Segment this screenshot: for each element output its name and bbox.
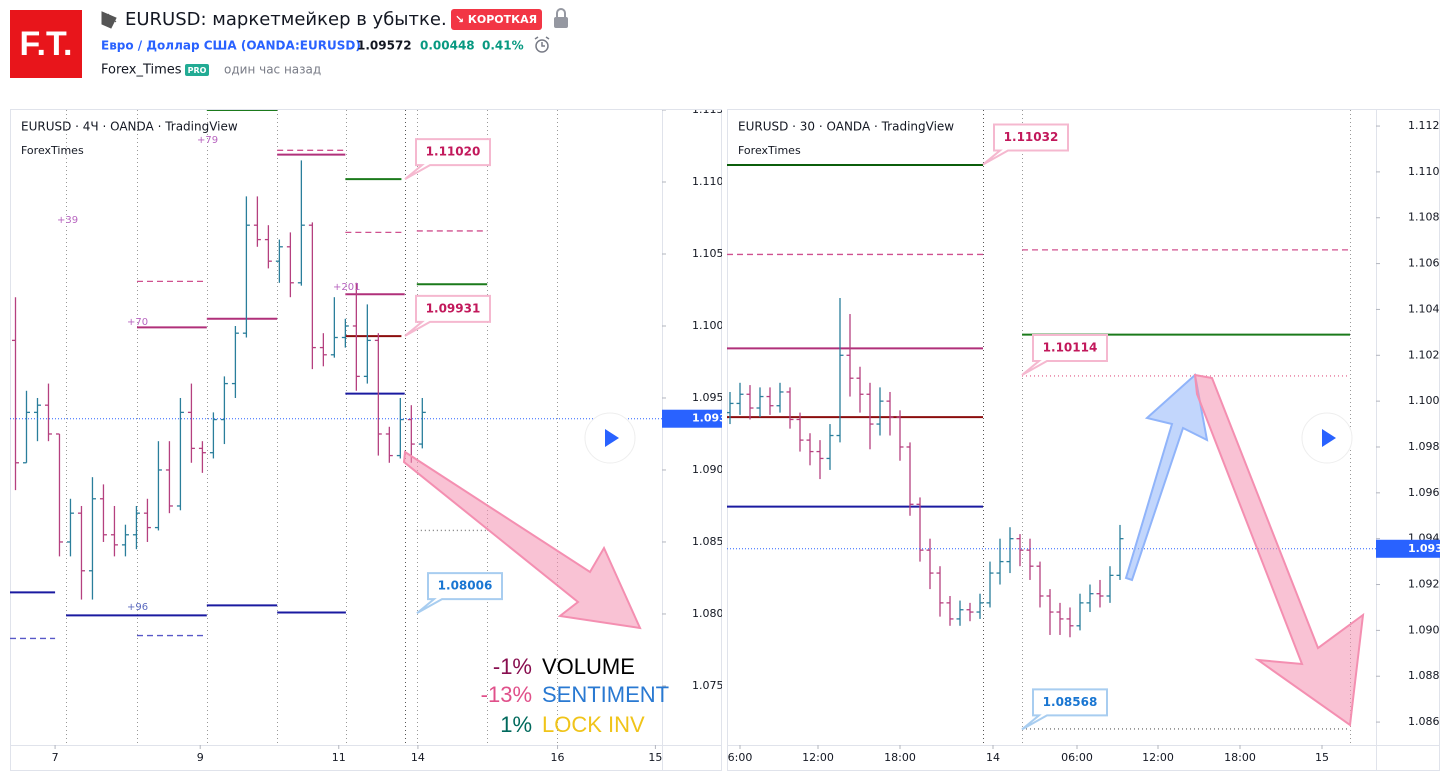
y-tick-label: 1.09600 — [1408, 486, 1444, 499]
author[interactable]: Forex_Times — [101, 63, 182, 78]
time-ago: один час назад — [224, 63, 321, 77]
stat-change: -1% — [493, 654, 532, 679]
stats: -1% VOLUME -13% SENTIMENT 1% LOCK INV — [481, 654, 669, 737]
callout — [982, 123, 1069, 166]
last-price-box — [662, 409, 722, 428]
x-tick-label: 12:00 — [1142, 751, 1174, 764]
last-price-label: 1.09356 — [692, 412, 742, 425]
y-tick-label: 1.10200 — [1408, 348, 1444, 361]
x-tick-label: 6:00 — [728, 751, 753, 764]
stat-name: LOCK INV — [542, 712, 645, 737]
chart-title: EURUSD · 30 · OANDA · TradingView — [738, 120, 954, 134]
bar-note: +39 — [57, 215, 78, 226]
stat-name: SENTIMENT — [542, 682, 669, 707]
y-tick-label: 1.10500 — [692, 247, 738, 260]
logo-text: F.T. — [20, 25, 73, 63]
callout-label: 1.11020 — [426, 145, 481, 159]
short-badge-text: ↘ КОРОТКАЯ — [455, 13, 537, 26]
x-tick-label: 18:00 — [884, 751, 916, 764]
bar-note: +70 — [127, 317, 148, 328]
pro-badge — [185, 64, 209, 76]
play-button[interactable] — [584, 412, 636, 464]
x-tick-label: 14 — [986, 751, 1000, 764]
change: 0.00448 — [420, 39, 475, 53]
y-tick-label: 1.11200 — [1408, 119, 1444, 132]
x-tick-label: 15 — [1315, 751, 1329, 764]
change-pct: 0.41% — [482, 39, 524, 53]
symbol-link[interactable]: Евро / Доллар США (OANDA:EURUSD) — [101, 39, 361, 53]
stat-name: VOLUME — [542, 654, 635, 679]
x-tick-label: 18:00 — [1224, 751, 1256, 764]
callout — [416, 572, 503, 614]
bar-note: +79 — [197, 135, 218, 146]
down-arrow — [402, 450, 642, 630]
y-tick-label: 1.08500 — [692, 535, 738, 548]
callout — [404, 294, 491, 337]
x-tick-label: 12:00 — [802, 751, 834, 764]
chart-subtitle: ForexTimes — [21, 144, 84, 157]
lock-icon — [554, 8, 568, 28]
x-tick-label: 7 — [52, 751, 59, 764]
bar-note: +201 — [333, 282, 360, 293]
y-tick-label: 1.08800 — [1408, 669, 1444, 682]
up-arrow — [1124, 373, 1209, 582]
y-tick-label: 1.09000 — [692, 463, 738, 476]
y-tick-label: 1.09800 — [1408, 440, 1444, 453]
pro-badge-text: PRO — [188, 66, 207, 75]
stat-change: 1% — [500, 712, 532, 737]
y-tick-label: 1.09200 — [1408, 578, 1444, 591]
y-tick-label: 1.08000 — [692, 607, 738, 620]
header: F.T. EURUSD: маркетмейкер в убытке. ↘ КО… — [10, 8, 568, 78]
x-tick-label: 15 — [648, 751, 662, 764]
y-tick-label: 1.07500 — [692, 679, 738, 692]
last-price-box — [1376, 539, 1440, 558]
y-tick-label: 1.11000 — [1408, 165, 1444, 178]
y-tick-label: 1.11000 — [692, 175, 738, 188]
y-tick-label: 1.10000 — [1408, 394, 1444, 407]
stat-change: -13% — [481, 682, 532, 707]
y-tick-label: 1.09000 — [1408, 623, 1444, 636]
callout-label: 1.11032 — [1004, 130, 1059, 144]
play-button[interactable] — [1301, 412, 1353, 464]
y-tick-label: 1.10600 — [1408, 257, 1444, 270]
short-badge — [451, 9, 542, 30]
chart-right: EURUSD · 30 · OANDA · TradingView ForexTi… — [727, 110, 1444, 764]
chart-subtitle: ForexTimes — [738, 144, 801, 157]
down-arrow — [1193, 373, 1365, 727]
callout-label: 1.08006 — [438, 579, 493, 593]
idea-title: EURUSD: маркетмейкер в убытке. — [125, 9, 447, 30]
x-tick-label: 11 — [332, 751, 346, 764]
logo[interactable] — [10, 10, 82, 78]
callout — [1021, 334, 1108, 376]
chart-left: EURUSD · 4Ч · OANDA · TradingView ForexTi… — [10, 103, 742, 764]
y-tick-label: 1.08600 — [1408, 715, 1444, 728]
x-tick-label: 14 — [411, 751, 425, 764]
callout — [1021, 688, 1108, 731]
y-tick-label: 1.09500 — [692, 391, 738, 404]
y-tick-label: 1.10400 — [1408, 302, 1444, 315]
idea-icon — [101, 11, 117, 29]
y-tick-label: 1.10000 — [692, 319, 738, 332]
y-tick-label: 1.11500 — [692, 103, 738, 116]
x-tick-label: 16 — [551, 751, 565, 764]
callout-label: 1.08568 — [1043, 695, 1098, 709]
price: 1.09572 — [357, 39, 412, 53]
alarm-icon[interactable] — [534, 36, 550, 53]
x-tick-label: 06:00 — [1061, 751, 1093, 764]
bar-note: +96 — [127, 602, 148, 613]
y-tick-label: 1.10800 — [1408, 211, 1444, 224]
last-price-label: 1.09356 — [1408, 542, 1444, 555]
callout-label: 1.09931 — [426, 301, 481, 315]
callout-label: 1.10114 — [1043, 341, 1098, 355]
x-tick-label: 9 — [197, 751, 204, 764]
chart-title: EURUSD · 4Ч · OANDA · TradingView — [21, 120, 238, 134]
callout — [404, 138, 491, 180]
